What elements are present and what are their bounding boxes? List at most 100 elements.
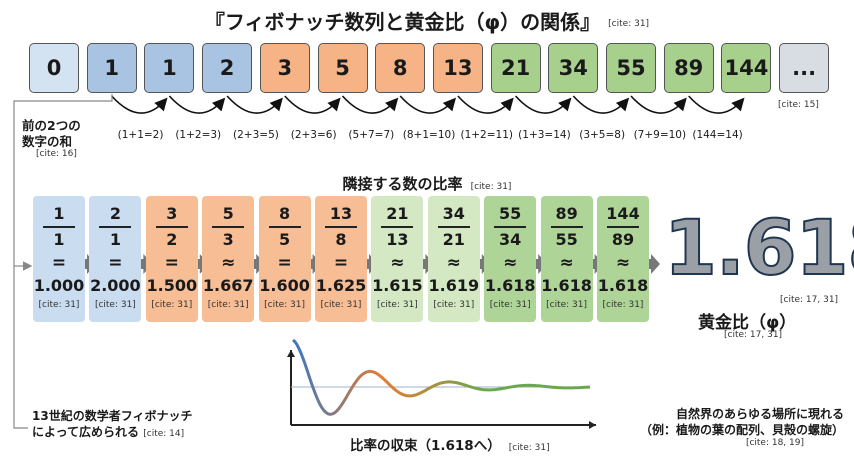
sum-label: (1+1=2) xyxy=(117,129,164,141)
ratio-relation-symbol: ≈ xyxy=(615,253,631,273)
golden-ratio-value-cite: [cite: 17, 31] xyxy=(780,295,839,305)
ratio-box: 8 5 = 1.600 [cite: 31] xyxy=(258,196,311,322)
fraction-bar xyxy=(268,226,301,228)
ratio-numerator: 144 xyxy=(606,204,640,223)
fraction-bar xyxy=(325,226,357,228)
ratio-value: 1.000 xyxy=(33,276,85,295)
chart-y-axis-arrowhead xyxy=(287,350,295,357)
ratio-cite: [cite: 31] xyxy=(376,300,418,310)
sequence-cite: [cite: 15] xyxy=(778,100,819,110)
ratio-value: 2.000 xyxy=(90,276,141,295)
ratio-numerator: 2 xyxy=(109,204,121,223)
nature-note-line1: 自然界のあらゆる場所に現れる xyxy=(675,407,844,421)
nature-note: 自然界のあらゆる場所に現れる （例：植物の葉の配列、貝殻の螺旋） [cite: … xyxy=(614,407,844,450)
fraction-bar xyxy=(99,226,132,228)
ratio-cite: [cite: 31] xyxy=(94,300,136,310)
convergence-curve xyxy=(292,338,591,416)
ratio-denominator: 1 xyxy=(53,230,65,249)
sum-label: (8+1=10) xyxy=(402,129,456,141)
ratio-relation-symbol: = xyxy=(333,253,349,273)
fraction-bar xyxy=(494,226,527,228)
left-note-line2: 数字の和 xyxy=(22,133,73,149)
history-note-cite: [cite: 14] xyxy=(143,428,185,439)
ratio-value: 1.625 xyxy=(315,276,367,295)
ratio-numerator: 21 xyxy=(386,204,409,223)
ratio-relation-symbol: = xyxy=(164,253,179,273)
ratio-numerator: 34 xyxy=(442,204,465,223)
sequence-box: 1 xyxy=(144,43,195,93)
ratio-cite: [cite: 31] xyxy=(264,300,306,310)
ratio-value: 1.600 xyxy=(259,276,310,295)
fraction-bar xyxy=(212,226,245,228)
left-note: 前の2つの 数字の和 [cite: 16] xyxy=(22,118,81,161)
ratio-numerator: 3 xyxy=(166,204,178,223)
ratio-cite: [cite: 31] xyxy=(38,300,80,310)
ratio-box: 3 2 = 1.500 [cite: 31] xyxy=(145,196,198,322)
ratio-numerator: 55 xyxy=(499,204,522,223)
ratio-numerator: 13 xyxy=(329,204,353,223)
sum-label: (7+9=10) xyxy=(633,129,687,141)
ratio-relation-symbol: = xyxy=(277,253,292,273)
ratio-denominator: 13 xyxy=(386,230,409,249)
ratio-numerator: 1 xyxy=(53,204,65,223)
ratio-cite: [cite: 31] xyxy=(151,300,193,310)
history-note-line1: 13世紀の数学者フィボナッチ xyxy=(32,409,193,423)
sum-label: (5+7=7) xyxy=(348,129,395,141)
sum-arrow xyxy=(341,95,399,114)
ratio-numerator: 8 xyxy=(279,204,291,223)
nature-note-line2: （例：植物の葉の配列、貝殻の螺旋） xyxy=(639,422,844,437)
sum-label: (144=14) xyxy=(692,129,743,141)
sequence-box: 0 xyxy=(29,43,79,93)
fraction-bar xyxy=(607,226,639,228)
ratio-cite: [cite: 31] xyxy=(546,300,588,310)
sum-arrow xyxy=(226,95,283,114)
ratio-denominator: 34 xyxy=(499,230,522,249)
title-cite: [cite: 31] xyxy=(608,18,650,29)
convergence-label: 比率の収束（1.618へ） [cite: 31] xyxy=(350,434,550,454)
fraction-bar xyxy=(43,226,75,228)
history-note-line2: によって広められる xyxy=(32,424,140,439)
ratio-relation-symbol: ≈ xyxy=(446,253,461,273)
sum-arrow xyxy=(688,95,745,114)
ratio-relation-symbol: ≈ xyxy=(221,253,236,273)
ratio-box: 1 1 = 1.000 [cite: 31] xyxy=(33,196,85,322)
golden-ratio-label-cite: [cite: 17, 31] xyxy=(724,330,783,340)
sum-label: (1+2=11) xyxy=(460,129,513,141)
ratio-cite: [cite: 31] xyxy=(207,300,249,310)
convergence-label-text: 比率の収束（1.618へ） xyxy=(350,438,501,454)
convergence-chart xyxy=(287,338,596,429)
ratio-box: 34 21 ≈1.619 [cite: 31] xyxy=(427,196,480,322)
ratio-relation-symbol: ≈ xyxy=(390,253,405,273)
fraction-bar xyxy=(381,226,414,228)
ratio-numerator: 5 xyxy=(222,204,234,223)
ratio-value: 1.618 xyxy=(597,276,649,295)
ratio-denominator: 1 xyxy=(109,230,121,249)
sequence-box: 55 xyxy=(606,43,656,93)
ratio-relation-symbol: ≈ xyxy=(503,253,518,273)
ratio-title-text: 隣接する数の比率 xyxy=(342,175,463,193)
ratio-denominator: 55 xyxy=(555,230,578,249)
sum-arrow xyxy=(168,95,226,114)
sum-arrow xyxy=(111,95,168,114)
ratio-relation-symbol: = xyxy=(51,253,67,273)
left-bracket-line xyxy=(13,94,113,429)
ratio-box: 13 8 = 1.625 [cite: 31] xyxy=(315,196,367,322)
ratio-cite: [cite: 31] xyxy=(602,300,644,310)
sequence-box: 3 xyxy=(259,43,310,93)
ratio-cite: [cite: 31] xyxy=(433,300,475,310)
left-note-cite: [cite: 16] xyxy=(36,149,77,160)
ratio-denominator: 5 xyxy=(279,230,291,249)
sequence-box: 1 xyxy=(86,43,137,93)
sum-label: (2+3=6) xyxy=(290,129,337,141)
sequence-box: 89 xyxy=(663,43,714,93)
ratio-relation-symbol: ≈ xyxy=(559,253,574,273)
ratio-cite: [cite: 31] xyxy=(489,300,531,310)
fraction-bar xyxy=(155,226,188,228)
ratio-value: 1.615 xyxy=(372,276,423,295)
left-note-line1: 前の2つの xyxy=(22,118,81,133)
ratio-numerator: 89 xyxy=(555,204,578,223)
ratio-box: 21 13 ≈1.615 [cite: 31] xyxy=(371,196,424,322)
sequence-box: 144 xyxy=(721,43,772,93)
ratio-box: 55 34 ≈1.618 [cite: 31] xyxy=(484,196,537,322)
history-note: 13世紀の数学者フィボナッチ によって広められる [cite: 14] xyxy=(32,409,192,440)
